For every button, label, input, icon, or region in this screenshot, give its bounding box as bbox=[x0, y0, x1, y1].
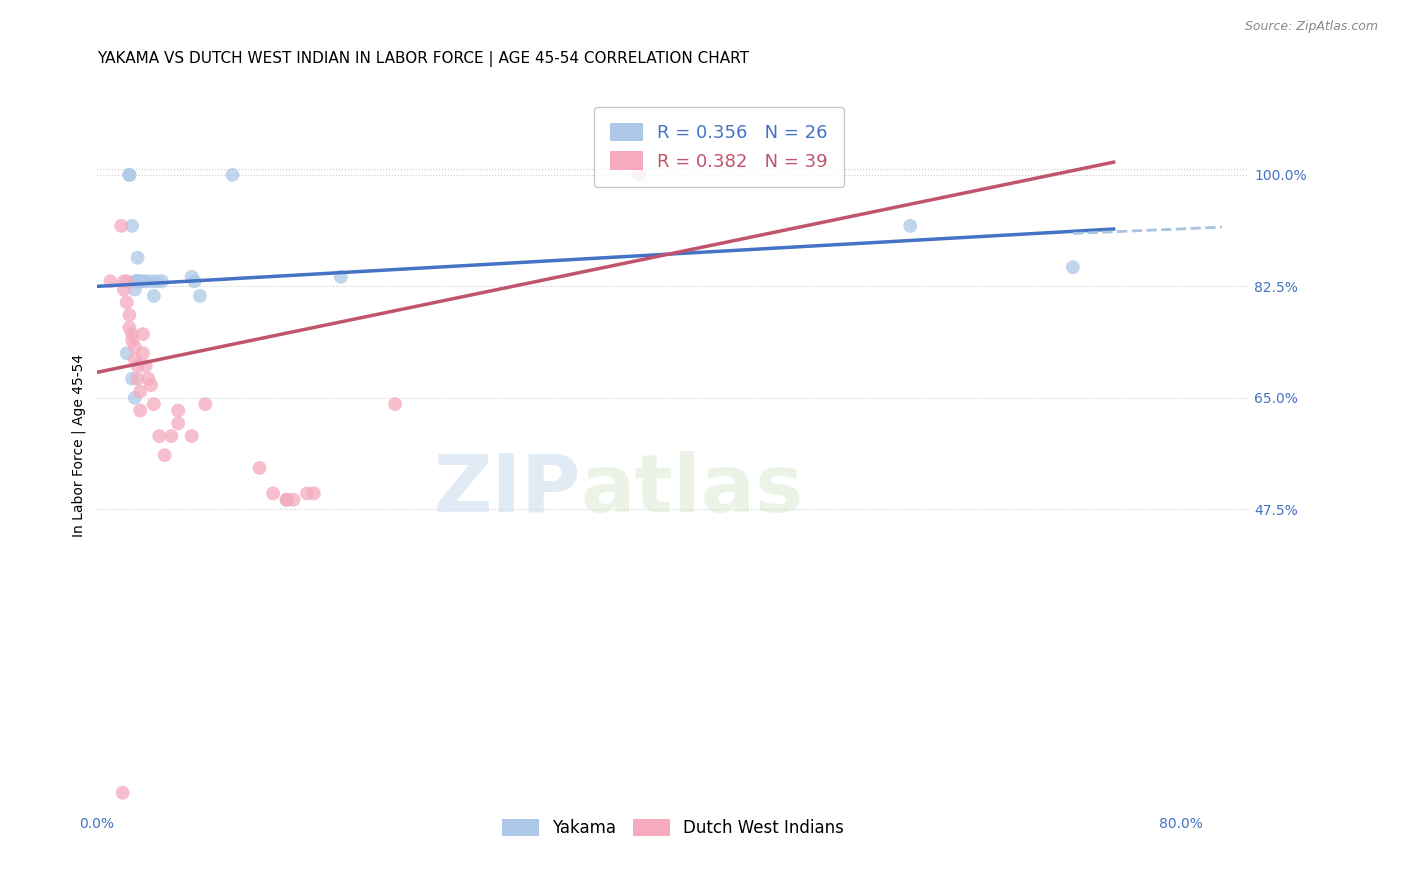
Point bbox=[142, 397, 165, 411]
Point bbox=[283, 492, 305, 507]
Point bbox=[111, 786, 134, 800]
Point bbox=[127, 274, 149, 288]
Point bbox=[329, 269, 352, 284]
Point bbox=[194, 397, 217, 411]
Point bbox=[124, 340, 146, 354]
Point bbox=[262, 486, 284, 500]
Point bbox=[110, 219, 132, 233]
Point bbox=[160, 429, 183, 443]
Point bbox=[127, 274, 149, 288]
Point bbox=[118, 168, 141, 182]
Point bbox=[276, 492, 298, 507]
Text: Source: ZipAtlas.com: Source: ZipAtlas.com bbox=[1244, 20, 1378, 33]
Point bbox=[139, 274, 162, 288]
Point bbox=[276, 492, 298, 507]
Point bbox=[148, 429, 170, 443]
Point bbox=[124, 283, 146, 297]
Point bbox=[138, 372, 160, 386]
Point bbox=[121, 334, 143, 348]
Point bbox=[118, 308, 141, 322]
Point bbox=[124, 352, 146, 367]
Point bbox=[100, 274, 122, 288]
Point bbox=[127, 251, 149, 265]
Point bbox=[121, 327, 143, 342]
Point bbox=[115, 295, 138, 310]
Point bbox=[249, 461, 271, 475]
Point bbox=[129, 403, 152, 417]
Point bbox=[183, 274, 205, 288]
Point bbox=[628, 168, 651, 182]
Point bbox=[180, 429, 202, 443]
Text: ZIP: ZIP bbox=[433, 450, 581, 529]
Point bbox=[127, 372, 149, 386]
Point bbox=[124, 391, 146, 405]
Point bbox=[167, 403, 190, 417]
Point bbox=[112, 274, 135, 288]
Point bbox=[132, 274, 155, 288]
Point bbox=[118, 168, 141, 182]
Point bbox=[295, 486, 318, 500]
Point bbox=[135, 274, 157, 288]
Point bbox=[1062, 260, 1084, 275]
Legend: Yakama, Dutch West Indians: Yakama, Dutch West Indians bbox=[495, 813, 851, 844]
Point bbox=[112, 283, 135, 297]
Point bbox=[118, 320, 141, 334]
Point bbox=[132, 327, 155, 342]
Point bbox=[180, 269, 202, 284]
Y-axis label: In Labor Force | Age 45-54: In Labor Force | Age 45-54 bbox=[72, 354, 86, 537]
Point bbox=[142, 289, 165, 303]
Point bbox=[153, 448, 176, 462]
Point bbox=[145, 274, 167, 288]
Point bbox=[129, 274, 152, 288]
Point bbox=[384, 397, 406, 411]
Text: atlas: atlas bbox=[581, 450, 804, 529]
Point bbox=[121, 219, 143, 233]
Point bbox=[115, 274, 138, 288]
Text: YAKAMA VS DUTCH WEST INDIAN IN LABOR FORCE | AGE 45-54 CORRELATION CHART: YAKAMA VS DUTCH WEST INDIAN IN LABOR FOR… bbox=[97, 51, 749, 67]
Point bbox=[115, 346, 138, 360]
Point bbox=[135, 359, 157, 373]
Point bbox=[898, 219, 921, 233]
Point bbox=[221, 168, 243, 182]
Point bbox=[150, 274, 173, 288]
Point bbox=[121, 372, 143, 386]
Point bbox=[139, 378, 162, 392]
Point bbox=[188, 289, 211, 303]
Point bbox=[302, 486, 325, 500]
Point bbox=[127, 274, 149, 288]
Point bbox=[129, 384, 152, 399]
Point bbox=[167, 417, 190, 431]
Point bbox=[124, 274, 146, 288]
Point bbox=[127, 359, 149, 373]
Point bbox=[132, 346, 155, 360]
